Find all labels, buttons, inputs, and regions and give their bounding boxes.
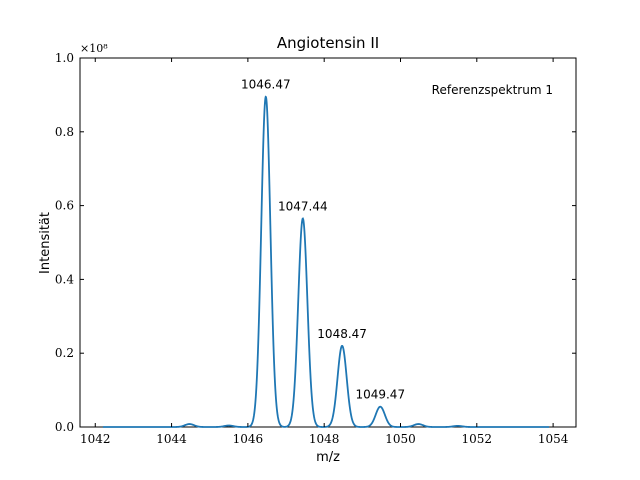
peak-label: 1047.44 — [278, 200, 328, 214]
x-tick-label: 1054 — [538, 432, 569, 446]
y-axis-label: Intensität — [38, 212, 53, 274]
peak-labels: 1046.47 1047.44 1048.47 1049.47 — [241, 78, 405, 402]
annotation-label: Referenzspektrum 1 — [432, 83, 553, 97]
x-tick-label: 1052 — [462, 432, 493, 446]
y-tick-label: 0.4 — [55, 272, 74, 286]
y-scale-factor: ×10⁸ — [80, 42, 108, 55]
x-axis-ticks: 1042 1044 1046 1048 1050 1052 1054 — [80, 58, 569, 446]
x-tick-label: 1046 — [233, 432, 264, 446]
peak-label: 1048.47 — [317, 327, 367, 341]
peak-label: 1046.47 — [241, 78, 291, 92]
y-axis-ticks: 0.0 0.2 0.4 0.6 0.8 1.0 — [55, 51, 576, 434]
chart-title: Angiotensin II — [277, 34, 379, 52]
plot-area — [79, 57, 577, 428]
x-tick-label: 1048 — [309, 432, 340, 446]
x-tick-label: 1050 — [385, 432, 416, 446]
plot-frame — [79, 57, 577, 428]
x-tick-label: 1042 — [80, 432, 111, 446]
y-tick-label: 0.6 — [55, 199, 74, 213]
x-axis-label: m/z — [316, 450, 340, 465]
peak-label: 1049.47 — [355, 388, 405, 402]
y-tick-label: 0.2 — [55, 346, 74, 360]
y-tick-label: 0.8 — [55, 125, 74, 139]
y-tick-label: 1.0 — [55, 51, 74, 65]
y-tick-label: 0.0 — [55, 420, 74, 434]
x-tick-label: 1044 — [156, 432, 187, 446]
spectrum-line — [102, 95, 550, 428]
